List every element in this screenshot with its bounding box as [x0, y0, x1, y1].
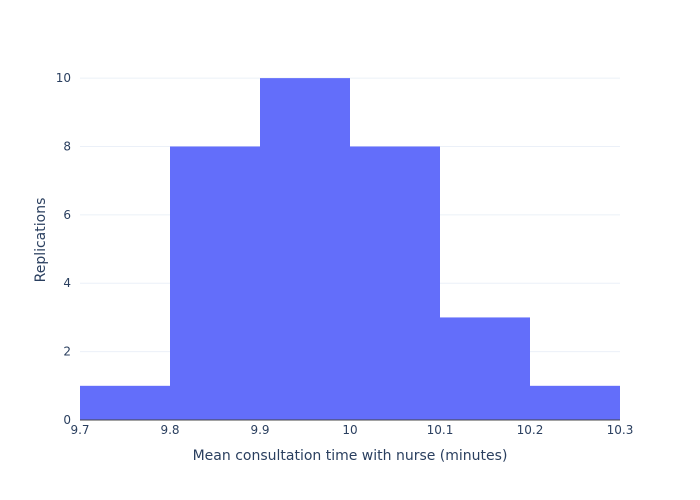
y-tick-label: 6 [63, 208, 71, 222]
x-tick-label: 10.1 [427, 423, 454, 437]
x-tick-label: 9.9 [250, 423, 269, 437]
histogram-bar [350, 146, 440, 420]
x-tick-label: 10.3 [607, 423, 634, 437]
y-tick-label: 10 [56, 71, 71, 85]
y-axis-title: Replications [33, 198, 49, 283]
x-tick-label: 10 [342, 423, 357, 437]
y-tick-labels: 0 2 4 6 8 10 [56, 71, 71, 427]
y-tick-label: 0 [63, 413, 71, 427]
x-tick-label: 9.8 [160, 423, 179, 437]
bars-layer [80, 78, 620, 420]
x-tick-labels: 9.7 9.8 9.9 10 10.1 10.2 10.3 [70, 423, 633, 437]
y-tick-label: 2 [63, 345, 71, 359]
y-tick-label: 4 [63, 276, 71, 290]
histogram-bar [80, 385, 170, 420]
x-axis-title: Mean consultation time with nurse (minut… [193, 448, 508, 464]
x-tick-label: 10.2 [517, 423, 544, 437]
histogram-bar [530, 385, 620, 420]
histogram-bar [440, 317, 530, 420]
y-tick-label: 8 [63, 139, 71, 153]
x-tick-label: 9.7 [70, 423, 89, 437]
histogram-bar [260, 78, 350, 420]
histogram-bar [170, 146, 260, 420]
